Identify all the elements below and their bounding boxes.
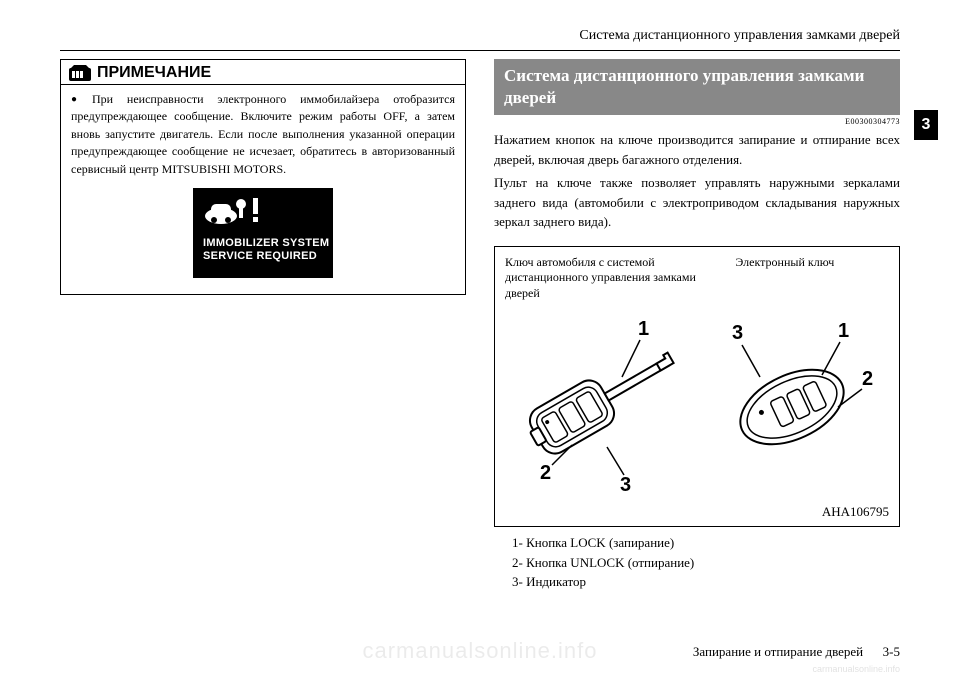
- section-heading: Система дистанционного управления замкам…: [494, 59, 900, 115]
- figure-legend: 1- Кнопка LOCK (запирание) 2- Кнопка UNL…: [494, 533, 900, 592]
- key-label-right: Электронный ключ: [735, 255, 889, 302]
- two-column-layout: ПРИМЕЧАНИЕ При неисправности электронног…: [60, 59, 900, 592]
- key-labels-row: Ключ автомобиля с системой дистанционног…: [505, 255, 889, 302]
- callout-2a: 2: [540, 462, 551, 484]
- car-key-alert-icon: [203, 194, 263, 226]
- callout-3b: 3: [732, 322, 743, 344]
- watermark: carmanualsonline.info: [362, 638, 597, 664]
- page: Система дистанционного управления замкам…: [0, 0, 960, 612]
- header-rule: [60, 50, 900, 51]
- footer-chapter: Запирание и отпирание дверей: [693, 644, 863, 659]
- section-code: E00300304773: [494, 117, 900, 126]
- paragraph-1: Нажатием кнопок на ключе производится за…: [494, 130, 900, 169]
- legend-1: 1- Кнопка LOCK (запирание): [512, 533, 900, 553]
- watermark-small: carmanualsonline.info: [812, 664, 900, 674]
- page-footer: Запирание и отпирание дверей 3-5: [693, 644, 900, 660]
- immobilizer-text: IMMOBILIZER SYSTEM SERVICE REQUIRED: [203, 237, 333, 262]
- note-bullet: При неисправности электронного иммобилай…: [71, 91, 455, 178]
- callout-2b: 2: [862, 368, 873, 390]
- figure-reference: AHA106795: [505, 504, 889, 520]
- footer-page: 3-5: [883, 644, 900, 659]
- note-box: ПРИМЕЧАНИЕ При неисправности электронног…: [60, 59, 466, 295]
- immobilizer-warning-image: IMMOBILIZER SYSTEM SERVICE REQUIRED: [193, 188, 333, 278]
- key-diagram: 1 2 3: [505, 307, 889, 502]
- callout-3a: 3: [620, 474, 631, 496]
- note-title-text: ПРИМЕЧАНИЕ: [97, 64, 211, 82]
- callout-1b: 1: [838, 320, 849, 342]
- note-body: При неисправности электронного иммобилай…: [61, 85, 465, 294]
- immob-line-2: SERVICE REQUIRED: [203, 250, 333, 263]
- note-title-row: ПРИМЕЧАНИЕ: [61, 60, 465, 85]
- callout-1a: 1: [638, 318, 649, 340]
- key-illustration-box: Ключ автомобиля с системой дистанционног…: [494, 246, 900, 528]
- legend-3: 3- Индикатор: [512, 572, 900, 592]
- legend-2: 2- Кнопка UNLOCK (отпирание): [512, 553, 900, 573]
- left-column: ПРИМЕЧАНИЕ При неисправности электронног…: [60, 59, 466, 592]
- immob-line-1: IMMOBILIZER SYSTEM: [203, 237, 333, 250]
- keys-svg: 1 2 3: [512, 307, 882, 497]
- note-icon: [69, 65, 91, 81]
- right-column: Система дистанционного управления замкам…: [494, 59, 900, 592]
- running-header: Система дистанционного управления замкам…: [60, 28, 900, 44]
- chapter-tab: 3: [914, 110, 938, 140]
- paragraph-2: Пульт на ключе также позволяет управлять…: [494, 173, 900, 232]
- key-label-left: Ключ автомобиля с системой дистанционног…: [505, 255, 716, 302]
